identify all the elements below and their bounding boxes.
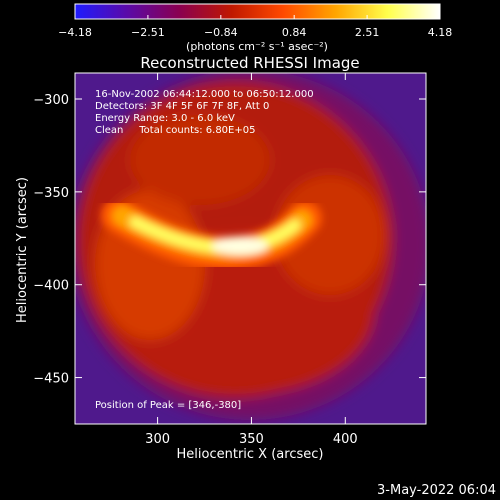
footer-timestamp: 3-May-2022 06:04 xyxy=(377,483,496,498)
x-tick-label: 350 xyxy=(239,432,264,447)
x-tick-label: 300 xyxy=(145,432,170,447)
y-axis-label: Heliocentric Y (arcsec) xyxy=(15,177,30,323)
chart-title: Reconstructed RHESSI Image xyxy=(140,54,359,72)
colorbar-unit-label: (photons cm⁻² s⁻¹ asec⁻²) xyxy=(186,40,328,53)
emission-warm-top xyxy=(130,115,270,205)
heatmap-plot xyxy=(75,73,426,424)
colorbar-ticks: −4.18 −2.51 −0.84 0.84 2.51 4.18 xyxy=(58,15,452,39)
annotation-detectors: Detectors: 3F 4F 5F 6F 7F 8F, Att 0 xyxy=(95,101,269,112)
colorbar-tick-label: 0.84 xyxy=(282,26,307,39)
colorbar-tick-label: 2.51 xyxy=(355,26,380,39)
y-tick-label: −300 xyxy=(33,93,69,108)
colorbar-tick-label: −2.51 xyxy=(131,26,165,39)
annotation-energy: Energy Range: 3.0 - 6.0 keV xyxy=(95,113,235,124)
annotation-peak: Position of Peak = [346,-380] xyxy=(95,400,241,411)
colorbar-tick-label: −4.18 xyxy=(58,26,92,39)
arc-peak-glow xyxy=(212,237,268,255)
y-tick-label: −450 xyxy=(33,372,69,387)
x-axis-label: Heliocentric X (arcsec) xyxy=(177,447,324,462)
annotations: 16-Nov-2002 06:44:12.000 to 06:50:12.000… xyxy=(95,89,314,411)
y-tick-label: −400 xyxy=(33,279,69,294)
colorbar-tick-label: −0.84 xyxy=(204,26,238,39)
emission-source xyxy=(75,73,426,420)
plot-frame xyxy=(74,72,427,425)
colorbar: −4.18 −2.51 −0.84 0.84 2.51 4.18 (photons cm⁻… xyxy=(58,3,452,53)
colorbar-tick-label: 4.18 xyxy=(428,26,453,39)
y-axis: −300 −350 −400 −450 xyxy=(33,93,426,387)
colorbar-gradient xyxy=(74,3,441,20)
annotation-method: Clean Total counts: 6.80E+05 xyxy=(95,125,255,136)
y-tick-label: −350 xyxy=(33,186,69,201)
annotation-time: 16-Nov-2002 06:44:12.000 to 06:50:12.000 xyxy=(95,89,314,100)
emission-arc xyxy=(101,198,322,271)
x-axis: 300 350 400 xyxy=(145,73,358,447)
x-tick-label: 400 xyxy=(333,432,358,447)
